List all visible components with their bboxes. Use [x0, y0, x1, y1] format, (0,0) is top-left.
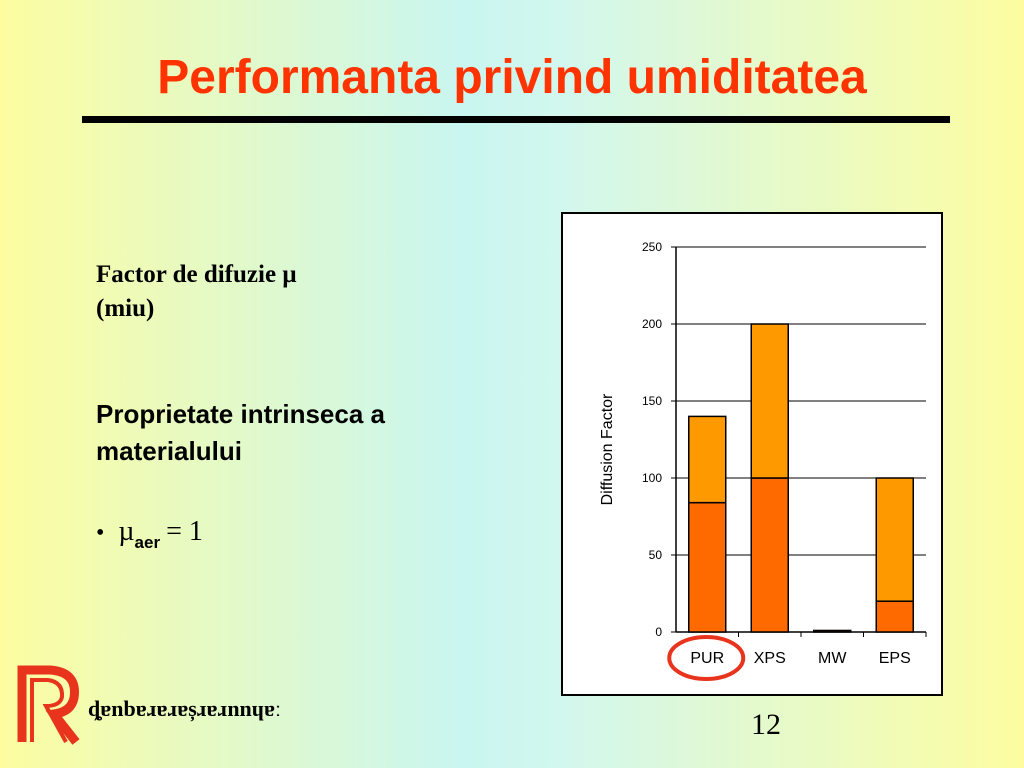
bar-pur-segment	[688, 501, 727, 633]
page-number: 12	[751, 708, 781, 741]
slide-title: Performanta privind umiditatea	[157, 51, 867, 104]
intrinsic-property-line1: Proprietate intrinseca a	[96, 399, 385, 429]
x-tick-label: PUR	[690, 650, 724, 667]
y-tick-label: 0	[655, 625, 662, 639]
mu-subscript: aer	[134, 533, 161, 552]
y-axis-label: Diffusion Factor	[599, 393, 616, 505]
intrinsic-property-line2: materialului	[96, 436, 242, 466]
x-tick-label: MW	[818, 650, 847, 667]
highlight-circle	[667, 635, 746, 681]
y-tick-label: 250	[642, 240, 662, 254]
intrinsic-property-text: Proprietate intrinseca a materialului	[96, 396, 385, 470]
company-logo: ȡɐnbɐɹɐɹɐșɹɐɹnnɥɐː	[17, 665, 281, 745]
bar-eps-segment	[875, 477, 914, 602]
bar-mw-segment	[813, 629, 852, 633]
y-tick-label: 150	[642, 394, 662, 408]
diffusion-chart: 0 50 100 150 200 250 PUR XPS MW EPS Diffusion Fact…	[561, 212, 943, 696]
bullet-point-icon: •	[96, 520, 105, 546]
y-tick-label: 50	[649, 548, 663, 562]
bar-xps-segment	[750, 477, 789, 633]
diffusion-factor-line1: Factor de difuzie µ	[96, 261, 297, 288]
bar-xps-segment	[750, 323, 789, 479]
logo-text: ȡɐnbɐɹɐɹɐșɹɐɹnnɥɐː	[88, 696, 281, 722]
diffusion-chart-svg: 0 50 100 150 200 250 PUR XPS MW EPS Diffusion Fact…	[599, 240, 927, 681]
mu-value: = 1	[166, 516, 203, 547]
y-tick-label: 200	[642, 317, 662, 331]
logo-r-icon	[17, 665, 80, 745]
x-tick-label: XPS	[754, 650, 786, 667]
diffusion-factor-line2: (miu)	[96, 295, 155, 322]
x-tick-label: EPS	[879, 650, 911, 667]
title-divider	[82, 116, 950, 123]
diffusion-factor-text: Factor de difuzie µ (miu)	[96, 258, 297, 326]
bar-eps-segment	[875, 600, 914, 633]
bar-pur-segment	[688, 415, 727, 504]
mu-air-bullet: • µ aer = 1	[96, 512, 203, 555]
mu-symbol: µ	[118, 516, 135, 547]
y-tick-label: 100	[642, 471, 662, 485]
